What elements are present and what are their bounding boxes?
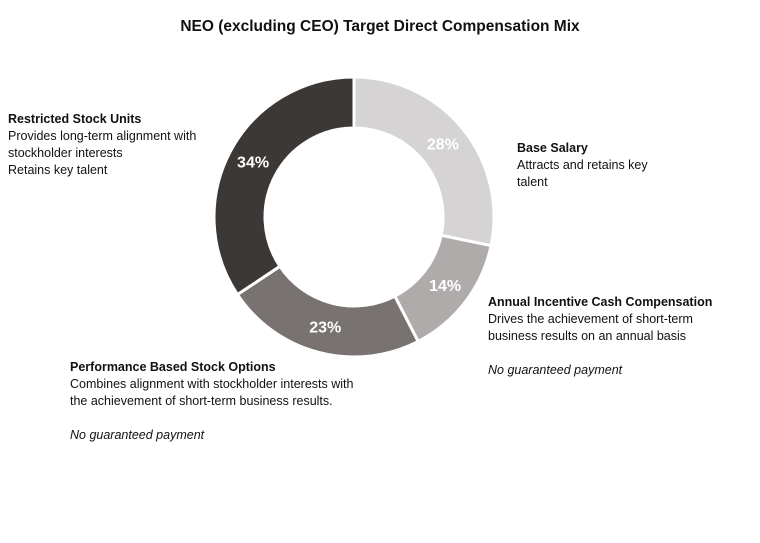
chart-title: NEO (excluding CEO) Target Direct Compen…: [180, 18, 580, 35]
annotation-line: Retains key talent: [8, 163, 108, 177]
donut-percent-labels: 28% 14% 23% 34%: [237, 136, 461, 336]
annotation-title: Performance Based Stock Options: [70, 360, 276, 374]
annotation-title: Annual Incentive Cash Compensation: [488, 295, 713, 309]
donut-slices: [212, 75, 496, 359]
donut-label-restricted-stock-units: 34%: [237, 154, 269, 171]
annotation-rsu: Restricted Stock Units Provides long-ter…: [8, 111, 196, 179]
annotation-base-salary: Base Salary Attracts and retains key tal…: [517, 140, 648, 191]
donut-label-performance-based-stock-options: 23%: [309, 319, 341, 336]
donut-label-base-salary: 28%: [427, 136, 459, 153]
donut-slice-restricted-stock-units: [212, 75, 356, 297]
annotation-note: No guaranteed payment: [70, 428, 205, 442]
annotation-annual-incentive: Annual Incentive Cash Compensation Drive…: [488, 294, 712, 379]
annotation-line: Attracts and retains key: [517, 158, 648, 172]
donut-slice-performance-based-stock-options: [235, 264, 421, 359]
annotation-note: No guaranteed payment: [488, 363, 623, 377]
annotation-line: talent: [517, 175, 548, 189]
annotation-line: the achievement of short-term business r…: [70, 394, 333, 408]
donut-slice-base-salary: [352, 75, 496, 248]
annotation-line: Provides long-term alignment with: [8, 129, 197, 143]
donut-label-annual-incentive-cash-compensation: 14%: [429, 278, 461, 295]
annotation-title: Base Salary: [517, 141, 588, 155]
annotation-title: Restricted Stock Units: [8, 112, 142, 126]
annotation-performance-options: Performance Based Stock Options Combines…: [70, 359, 353, 444]
annotation-line: business results on an annual basis: [488, 329, 687, 343]
annotation-line: Drives the achievement of short-term: [488, 312, 693, 326]
annotation-line: Combines alignment with stockholder inte…: [70, 377, 354, 391]
annotation-line: stockholder interests: [8, 146, 123, 160]
